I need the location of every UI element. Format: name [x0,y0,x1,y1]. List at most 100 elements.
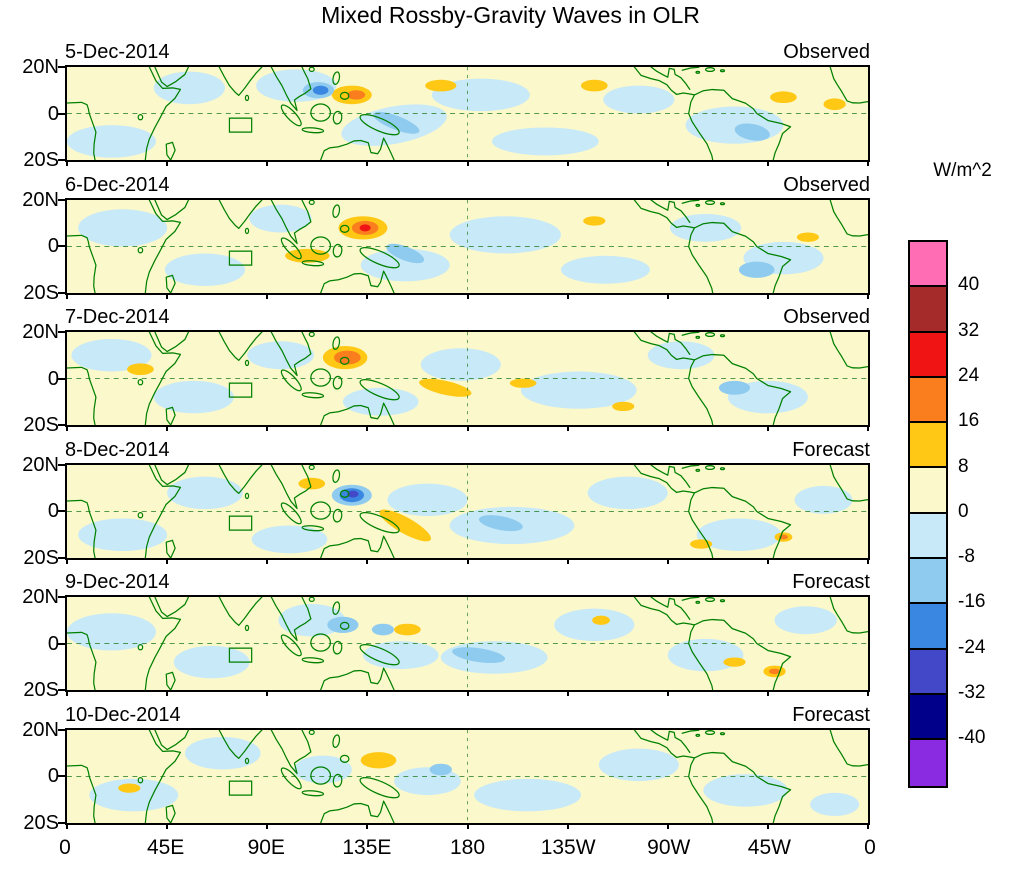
colorbar-unit-label: W/m^2 [933,160,992,181]
map-panel: 20N 0 20S [22,454,870,569]
x-tick [666,822,669,829]
negative-anomaly [420,348,501,381]
colorbar-tick-label: 40 [958,274,980,296]
x-tick [466,425,469,431]
negative-anomaly [794,485,853,514]
x-tick [566,425,569,431]
colorbar-tick-label: -40 [958,727,986,749]
negative-anomaly [184,736,261,770]
positive-anomaly [359,223,371,231]
x-tick-label: 0 [864,836,876,859]
colorbar-cell [910,649,946,695]
y-tick-label: 0 [47,500,59,522]
x-tick-label: 90E [247,836,285,859]
x-tick [366,160,369,166]
colorbar [908,240,948,788]
negative-anomaly [173,645,250,679]
chart-title: Mixed Rossby-Gravity Waves in OLR [321,2,700,28]
negative-anomaly [452,647,506,664]
y-tick [58,642,65,645]
x-tick-label: 135W [540,836,596,859]
negative-anomaly [718,380,751,395]
y-tick-label: 20N [22,718,59,741]
colorbar-cell [910,332,946,378]
negative-anomaly [78,208,168,246]
positive-anomaly [118,782,141,793]
negative-anomaly [774,606,837,635]
negative-anomaly [387,483,468,516]
panel-date-label: 9-Dec-2014 [65,571,170,593]
x-tick [766,557,769,564]
negative-anomaly [386,243,425,263]
panel-header: 9-Dec-2014 Forecast [65,568,870,594]
x-tick [366,690,369,696]
negative-anomaly [164,252,245,286]
y-tick [58,291,65,294]
negative-anomaly [669,213,742,242]
negative-anomaly [491,127,599,156]
positive-anomaly [612,401,635,412]
negative-anomaly [373,111,420,134]
negative-anomaly [342,387,419,416]
x-tick-label: 180 [449,836,486,859]
map-svg [67,332,868,425]
panel-date-label: 7-Dec-2014 [65,306,170,328]
x-tick [266,822,269,829]
negative-anomaly [598,748,679,781]
x-tick [566,822,569,829]
x-tick [266,557,269,564]
negative-anomaly [431,78,530,112]
region-box [228,250,253,266]
x-tick [166,822,169,829]
negative-anomaly [312,85,329,95]
colorbar-cell [910,287,946,333]
negative-anomaly [429,763,452,775]
negative-anomaly [249,204,312,233]
x-tick [66,160,68,166]
x-tick [366,822,369,829]
colorbar-tick-label: 24 [958,364,980,386]
y-tick-label: 20N [22,453,59,476]
negative-anomaly [153,71,225,105]
y-tick-label: 20S [23,811,59,834]
positive-anomaly [419,378,472,397]
panel-source-label: Forecast [792,571,870,593]
colorbar-cell [910,604,946,650]
map-svg [67,597,868,690]
y-tick [58,775,65,777]
x-tick [266,690,269,696]
colorbar-tick-label: 0 [958,500,969,522]
negative-anomaly [449,215,561,253]
region-box [228,117,253,133]
region-box [228,647,253,663]
negative-anomaly [247,341,314,370]
x-tick [666,160,669,166]
map-svg [67,67,868,160]
x-tick [766,292,769,299]
negative-anomaly [167,476,243,509]
x-tick [766,425,769,431]
x-tick [867,557,869,564]
x-tick [66,425,68,431]
x-tick [266,292,269,299]
positive-anomaly [823,98,846,111]
positive-anomaly [592,615,610,625]
positive-anomaly [583,215,606,226]
x-tick [366,425,369,431]
negative-anomaly [738,261,775,278]
x-tick-label: 90W [647,836,691,859]
panel-source-label: Forecast [792,703,870,726]
negative-anomaly [293,755,352,783]
region-box [228,382,253,398]
y-tick [58,377,65,380]
x-tick-label: 45E [146,836,185,859]
x-tick [666,690,669,696]
positive-anomaly [347,90,366,100]
x-tick [66,690,68,696]
map-svg [67,729,868,823]
y-tick [58,245,65,247]
x-tick [166,690,169,696]
y-tick-label: 20N [22,56,59,78]
y-tick [58,331,65,333]
map-panel: 20N 0 20S [22,321,870,436]
